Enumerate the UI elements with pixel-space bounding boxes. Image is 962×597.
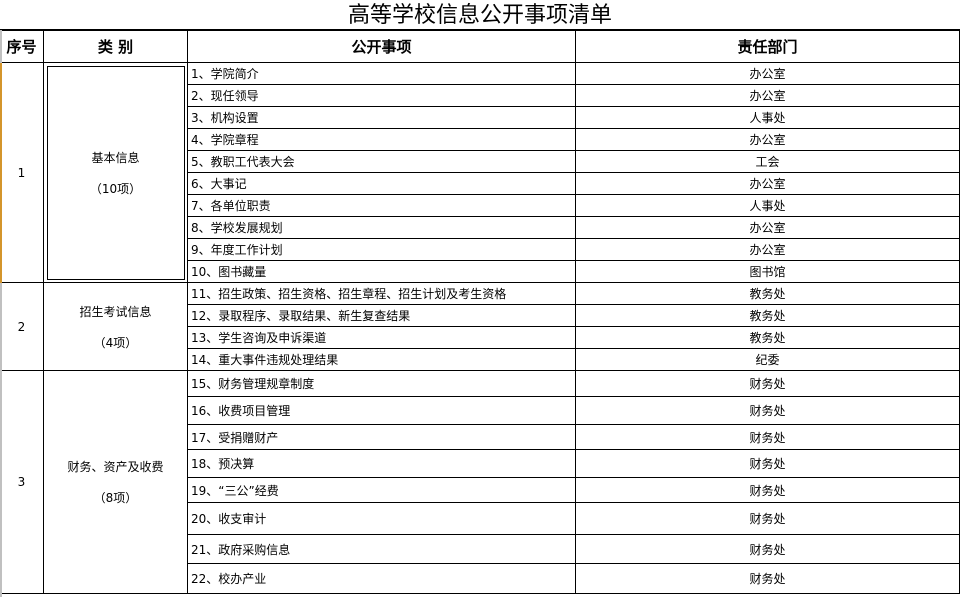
item-cell[interactable]: 14、重大事件违规处理结果: [188, 349, 576, 371]
index-cell[interactable]: 2: [0, 283, 44, 371]
item-cell[interactable]: 13、学生咨询及申诉渠道: [188, 327, 576, 349]
dept-cell[interactable]: 财务处: [576, 478, 960, 503]
dept-cell[interactable]: 财务处: [576, 503, 960, 535]
dept-cell[interactable]: 办公室: [576, 173, 960, 195]
index-cell[interactable]: 3: [0, 371, 44, 594]
dept-cell[interactable]: 办公室: [576, 85, 960, 107]
item-cell[interactable]: 16、收费项目管理: [188, 397, 576, 425]
category-cell[interactable]: 招生考试信息 （4项）: [44, 283, 188, 371]
item-cell[interactable]: 10、图书藏量: [188, 261, 576, 283]
dept-cell[interactable]: 办公室: [576, 217, 960, 239]
item-cell[interactable]: 12、录取程序、录取结果、新生复查结果: [188, 305, 576, 327]
item-cell[interactable]: 21、政府采购信息: [188, 535, 576, 564]
item-cell[interactable]: 1、学院简介: [188, 63, 576, 85]
item-cell[interactable]: 9、年度工作计划: [188, 239, 576, 261]
header-top-border: [0, 29, 960, 31]
dept-cell[interactable]: 财务处: [576, 425, 960, 450]
dept-cell[interactable]: 办公室: [576, 63, 960, 85]
item-cell[interactable]: 20、收支审计: [188, 503, 576, 535]
dept-cell[interactable]: 办公室: [576, 129, 960, 151]
dept-cell[interactable]: 财务处: [576, 397, 960, 425]
category-count: （10项）: [89, 181, 142, 196]
category-count: （8项）: [93, 491, 138, 505]
dept-cell[interactable]: 教务处: [576, 283, 960, 305]
item-cell[interactable]: 11、招生政策、招生资格、招生章程、招生计划及考生资格: [188, 283, 576, 305]
dept-cell[interactable]: 纪委: [576, 349, 960, 371]
header-category[interactable]: 类 别: [44, 30, 188, 63]
header-dept[interactable]: 责任部门: [576, 30, 960, 63]
item-cell[interactable]: 17、受捐赠财产: [188, 425, 576, 450]
item-cell[interactable]: 18、预决算: [188, 450, 576, 478]
dept-cell[interactable]: 财务处: [576, 535, 960, 564]
item-cell[interactable]: 4、学院章程: [188, 129, 576, 151]
selection-indicator: [0, 63, 2, 283]
dept-cell[interactable]: 工会: [576, 151, 960, 173]
dept-cell[interactable]: 人事处: [576, 107, 960, 129]
item-cell[interactable]: 19、“三公”经费: [188, 478, 576, 503]
dept-cell[interactable]: 教务处: [576, 305, 960, 327]
dept-cell[interactable]: 办公室: [576, 239, 960, 261]
item-cell[interactable]: 2、现任领导: [188, 85, 576, 107]
item-cell[interactable]: 6、大事记: [188, 173, 576, 195]
dept-cell[interactable]: 财务处: [576, 564, 960, 594]
dept-cell[interactable]: 财务处: [576, 450, 960, 478]
item-cell[interactable]: 5、教职工代表大会: [188, 151, 576, 173]
header-item[interactable]: 公开事项: [188, 30, 576, 63]
item-cell[interactable]: 3、机构设置: [188, 107, 576, 129]
category-name: 基本信息: [91, 150, 140, 165]
category-count: （4项）: [93, 335, 138, 350]
dept-cell[interactable]: 教务处: [576, 327, 960, 349]
category-cell[interactable]: 基本信息 （10项）: [44, 63, 188, 283]
item-cell[interactable]: 8、学校发展规划: [188, 217, 576, 239]
dept-cell[interactable]: 图书馆: [576, 261, 960, 283]
header-index[interactable]: 序号: [0, 30, 44, 63]
category-name: 招生考试信息: [79, 304, 152, 319]
dept-cell[interactable]: 人事处: [576, 195, 960, 217]
dept-cell[interactable]: 财务处: [576, 371, 960, 397]
category-name: 财务、资产及收费: [67, 460, 164, 474]
item-cell[interactable]: 22、校办产业: [188, 564, 576, 594]
category-cell[interactable]: 财务、资产及收费 （8项）: [44, 371, 188, 594]
item-cell[interactable]: 7、各单位职责: [188, 195, 576, 217]
item-cell[interactable]: 15、财务管理规章制度: [188, 371, 576, 397]
sheet-title: 高等学校信息公开事项清单: [347, 3, 612, 28]
sheet-left-edge: [0, 30, 2, 597]
index-cell[interactable]: 1: [0, 63, 44, 283]
